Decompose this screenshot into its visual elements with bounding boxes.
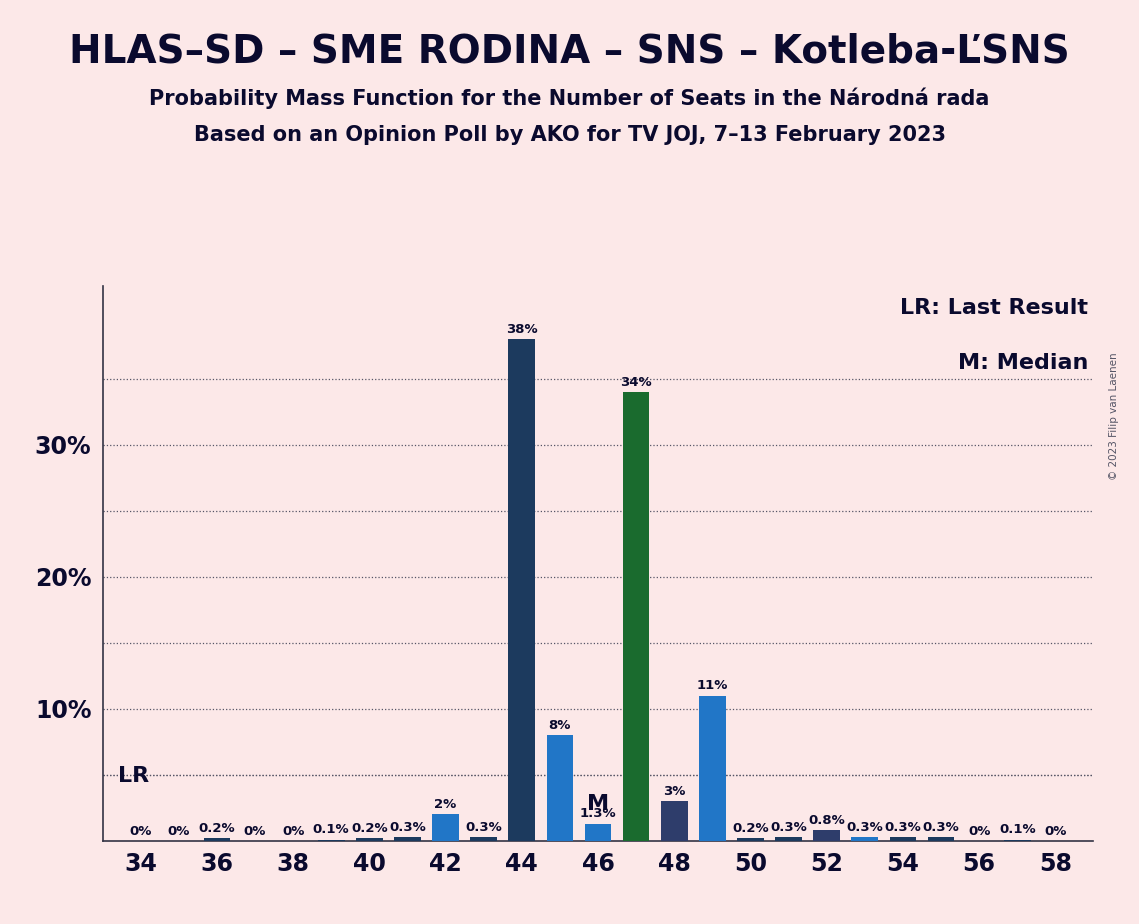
Text: 0.2%: 0.2% [198,822,235,835]
Text: 38%: 38% [506,323,538,336]
Text: Based on an Opinion Poll by AKO for TV JOJ, 7–13 February 2023: Based on an Opinion Poll by AKO for TV J… [194,125,945,145]
Text: 34%: 34% [621,376,652,389]
Text: 2%: 2% [434,798,457,811]
Bar [1003,840,1031,841]
Text: 0%: 0% [167,824,190,837]
Text: 0%: 0% [130,824,151,837]
Bar [737,838,764,841]
Bar [852,837,878,841]
Text: 0.1%: 0.1% [313,823,350,836]
Text: 0.3%: 0.3% [390,821,426,833]
Text: 0.8%: 0.8% [809,814,845,827]
Text: 0.3%: 0.3% [846,821,883,833]
Bar [432,814,459,841]
Text: 0%: 0% [281,824,304,837]
Bar [623,392,649,841]
Text: 11%: 11% [697,679,728,692]
Text: 0.2%: 0.2% [732,822,769,835]
Bar [508,339,535,841]
Text: © 2023 Filip van Laenen: © 2023 Filip van Laenen [1109,352,1118,480]
Bar [890,837,916,841]
Text: 0.1%: 0.1% [999,823,1035,836]
Bar [547,736,573,841]
Bar [357,838,383,841]
Text: 0.3%: 0.3% [465,821,502,833]
Bar [661,801,688,841]
Text: Probability Mass Function for the Number of Seats in the Národná rada: Probability Mass Function for the Number… [149,88,990,109]
Text: 0.2%: 0.2% [351,822,387,835]
Bar [699,696,726,841]
Text: M: Median: M: Median [958,353,1089,373]
Text: M: M [587,795,609,814]
Text: 0%: 0% [968,824,990,837]
Text: 0.3%: 0.3% [885,821,921,833]
Text: 1.3%: 1.3% [580,808,616,821]
Bar [776,837,802,841]
Text: LR: Last Result: LR: Last Result [901,298,1089,318]
Bar [584,823,612,841]
Text: 0%: 0% [1044,824,1066,837]
Bar [813,831,839,841]
Bar [470,837,497,841]
Text: HLAS–SD – SME RODINA – SNS – Kotleba-ĽSNS: HLAS–SD – SME RODINA – SNS – Kotleba-ĽSN… [69,32,1070,70]
Bar [204,838,230,841]
Text: LR: LR [117,766,149,786]
Text: 0%: 0% [244,824,267,837]
Bar [927,837,954,841]
Text: 3%: 3% [663,785,686,798]
Text: 0.3%: 0.3% [923,821,959,833]
Bar [394,837,420,841]
Text: 8%: 8% [549,719,571,732]
Bar [318,840,344,841]
Text: 0.3%: 0.3% [770,821,806,833]
